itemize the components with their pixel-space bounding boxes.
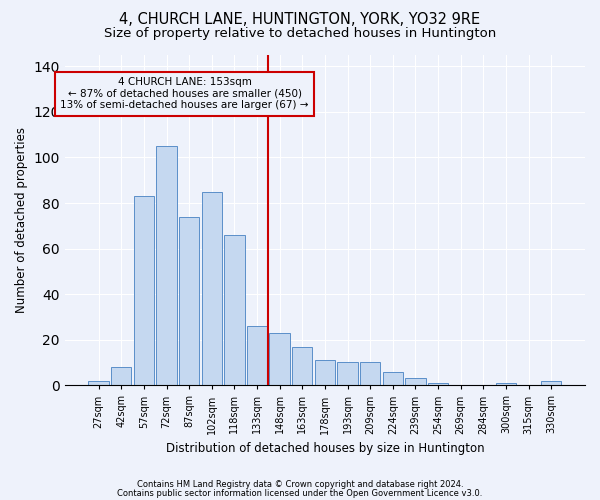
Bar (360, 362, 380, 386)
Text: 4, CHURCH LANE, HUNTINGTON, YORK, YO32 9RE: 4, CHURCH LANE, HUNTINGTON, YORK, YO32 9… (119, 12, 481, 28)
Bar (88, 380, 109, 386)
Bar (269, 333, 290, 386)
Bar (247, 326, 267, 386)
Bar (315, 360, 335, 386)
Text: Contains HM Land Registry data © Crown copyright and database right 2024.: Contains HM Land Registry data © Crown c… (137, 480, 463, 489)
Text: Contains public sector information licensed under the Open Government Licence v3: Contains public sector information licen… (118, 488, 482, 498)
Text: Size of property relative to detached houses in Huntington: Size of property relative to detached ho… (104, 28, 496, 40)
Y-axis label: Number of detached properties: Number of detached properties (15, 127, 28, 313)
Bar (179, 216, 199, 386)
Bar (134, 196, 154, 386)
Bar (157, 146, 176, 386)
Bar (428, 383, 448, 386)
Bar (111, 367, 131, 386)
Bar (405, 378, 425, 386)
Bar (541, 380, 562, 386)
Bar (292, 346, 313, 386)
X-axis label: Distribution of detached houses by size in Huntington: Distribution of detached houses by size … (166, 442, 484, 455)
Bar (202, 192, 222, 386)
Text: 4 CHURCH LANE: 153sqm
← 87% of detached houses are smaller (450)
13% of semi-det: 4 CHURCH LANE: 153sqm ← 87% of detached … (61, 77, 309, 110)
Bar (496, 383, 516, 386)
Bar (383, 372, 403, 386)
Bar (224, 235, 245, 386)
Bar (337, 362, 358, 386)
